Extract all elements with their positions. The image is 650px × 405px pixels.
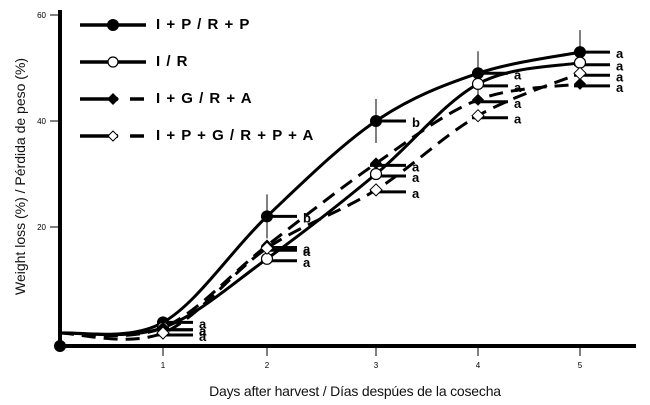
open-circle-marker [260, 252, 274, 265]
significance-letter: a [303, 242, 311, 257]
filled-circle-marker [472, 67, 484, 80]
significance-letter: a [303, 244, 311, 259]
y-tick-label: 60 [37, 11, 46, 20]
legend-label: I + P + G / R + P + A [156, 127, 315, 144]
legend: I + P / R + P I / R I + G / R + A I + P … [78, 6, 314, 154]
significance-letter: a [412, 186, 420, 201]
filled-diamond-marker [370, 157, 382, 170]
significance-letter: a [412, 159, 420, 174]
legend-item-ipgrpa: I + P + G / R + P + A [78, 117, 314, 154]
x-tick-label: 3 [374, 361, 379, 370]
open-diamond-marker [369, 183, 383, 197]
open-diamond-marker [573, 66, 587, 81]
x-tick-label: 1 [161, 361, 166, 370]
open-circle-marker [573, 56, 587, 69]
open-circle-icon [80, 55, 146, 68]
significance-letter: a [199, 324, 207, 339]
significance-letter: a [514, 80, 522, 95]
significance-letter: a [616, 80, 624, 95]
legend-item-igra: I + G / R + A [78, 80, 314, 117]
filled-circle-marker [574, 46, 586, 59]
origin-marker [54, 340, 66, 352]
x-tick-label: 5 [578, 361, 583, 370]
filled-circle-icon [80, 18, 146, 31]
significance-letter: a [303, 255, 311, 270]
significance-letter: a [199, 324, 207, 339]
y-tick-label: 40 [37, 117, 46, 126]
x-axis-label: Days after harvest / Días despúes de la … [209, 383, 501, 399]
legend-item-ir: I / R [78, 43, 314, 80]
filled-diamond-icon [80, 92, 144, 105]
y-axis-label: Weight loss (%) / Pérdida de peso (%) [12, 57, 28, 295]
significance-letter: a [199, 329, 207, 344]
significance-letter: a [616, 46, 624, 61]
y-tick-label: 20 [37, 223, 46, 232]
filled-diamond-marker [574, 77, 586, 90]
legend-label: I + G / R + A [156, 90, 253, 107]
legend-label: I + P / R + P [156, 16, 251, 33]
filled-diamond-marker [472, 93, 484, 106]
significance-letter: a [199, 316, 207, 331]
significance-letter: a [514, 96, 522, 111]
filled-circle-marker [261, 210, 273, 223]
open-circle-marker [369, 167, 383, 181]
significance-letter: b [412, 115, 420, 130]
significance-letter: b [303, 210, 311, 225]
filled-circle-marker [370, 115, 382, 127]
x-tick-label: 4 [476, 361, 481, 370]
significance-letter: a [514, 112, 522, 127]
legend-label: I / R [156, 53, 189, 70]
open-diamond-marker [471, 108, 485, 123]
significance-letter: a [616, 59, 624, 74]
open-diamond-marker [156, 326, 170, 340]
x-tick-label: 2 [265, 361, 270, 370]
legend-item-ippr: I + P / R + P [78, 6, 314, 43]
significance-letter: a [616, 69, 624, 84]
open-diamond-marker [260, 241, 274, 255]
significance-letter: a [514, 67, 522, 82]
open-diamond-icon [80, 129, 144, 142]
open-circle-marker [471, 77, 485, 91]
significance-letter: a [412, 170, 420, 185]
